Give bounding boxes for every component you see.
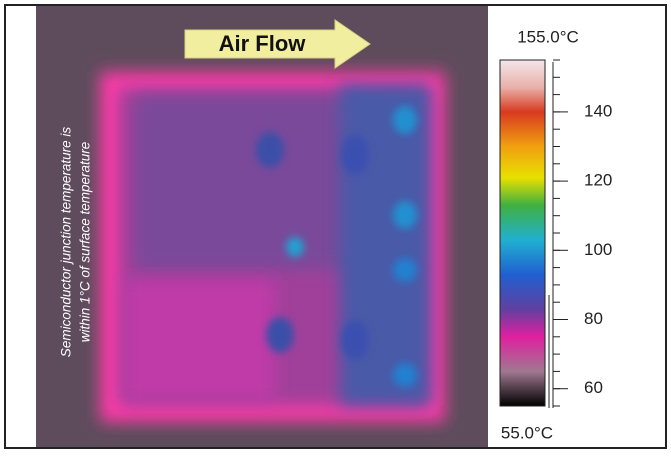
tick-label: 120 — [584, 171, 612, 190]
airflow-arrow: Air Flow — [184, 19, 371, 69]
thermal-image — [36, 6, 488, 447]
colorbar-gradient — [499, 59, 546, 407]
arrow-label: Air Flow — [219, 31, 307, 56]
tick-label: 60 — [584, 378, 603, 397]
colorbar-max-label: 155.0°C — [517, 27, 579, 46]
side-note: within 1°C of surface temperature — [78, 142, 93, 343]
tick-label: 140 — [584, 101, 612, 120]
tick-label: 100 — [584, 240, 612, 259]
tick-label: 80 — [584, 309, 603, 328]
colorbar-min-label: 55.0°C — [501, 423, 553, 442]
colorbar: 155.0°C 55.0°C 140 120 100 80 60 — [499, 27, 612, 442]
side-note: Semiconductor junction temperature is — [59, 127, 74, 358]
